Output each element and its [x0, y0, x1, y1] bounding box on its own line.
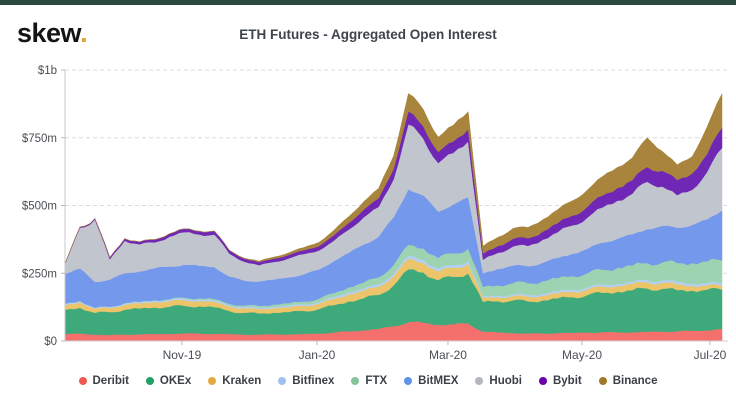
legend-dot-icon	[475, 377, 484, 385]
x-tick-label: Mar-20	[429, 348, 467, 362]
legend-dot-icon	[598, 377, 607, 385]
y-tick-label: $500m	[22, 201, 57, 213]
y-tick-label: $1b	[38, 65, 57, 77]
legend-label: FTX	[365, 375, 388, 387]
skew-logo: skew.	[17, 18, 88, 48]
y-tick-label: $0	[44, 336, 57, 348]
legend-item-bitmex[interactable]: BitMEX	[404, 375, 458, 387]
legend-dot-icon	[145, 377, 154, 385]
chart-legend: Deribit OKEx Kraken Bitfinex FTX BitMEX Huobi B…	[0, 375, 736, 387]
legend-item-binance[interactable]: Binance	[598, 375, 658, 387]
legend-dot-icon	[351, 377, 360, 385]
brand-bar	[0, 0, 736, 5]
legend-label: Bitfinex	[292, 375, 335, 387]
x-tick-label: May-20	[562, 348, 602, 362]
logo-dot-icon: .	[80, 18, 88, 48]
x-tick-label: Jan-20	[299, 348, 336, 362]
legend-item-bybit[interactable]: Bybit	[538, 375, 582, 387]
legend-label: Binance	[612, 375, 658, 387]
legend-dot-icon	[208, 377, 217, 385]
y-tick-label: $250m	[22, 268, 57, 280]
legend-dot-icon	[404, 377, 413, 385]
legend-item-bitfinex[interactable]: Bitfinex	[278, 375, 334, 387]
chart-title: ETH Futures - Aggregated Open Interest	[239, 27, 497, 42]
oi-stacked-area-chart[interactable]: $1b $750m $500m $250m $0 Nov-19 Jan-20 Mar-20 Ma…	[0, 55, 736, 370]
legend-item-deribit[interactable]: Deribit	[78, 375, 129, 387]
x-tick-label: Jul-20	[694, 348, 727, 362]
x-tick-label: Nov-19	[163, 348, 202, 362]
logo-text: skew	[17, 18, 81, 48]
area-binance[interactable]	[64, 93, 723, 264]
legend-label: Huobi	[489, 375, 522, 387]
legend-item-kraken[interactable]: Kraken	[208, 375, 261, 387]
legend-label: BitMEX	[418, 375, 459, 387]
legend-label: OKEx	[159, 375, 192, 387]
legend-dot-icon	[538, 377, 547, 385]
y-tick-label: $750m	[22, 133, 57, 145]
legend-item-huobi[interactable]: Huobi	[475, 375, 522, 387]
legend-item-okex[interactable]: OKEx	[145, 375, 192, 387]
legend-label: Kraken	[222, 375, 262, 387]
legend-item-ftx[interactable]: FTX	[351, 375, 387, 387]
legend-label: Deribit	[92, 375, 129, 387]
legend-dot-icon	[278, 377, 287, 385]
legend-dot-icon	[78, 377, 87, 385]
legend-label: Bybit	[552, 375, 582, 387]
